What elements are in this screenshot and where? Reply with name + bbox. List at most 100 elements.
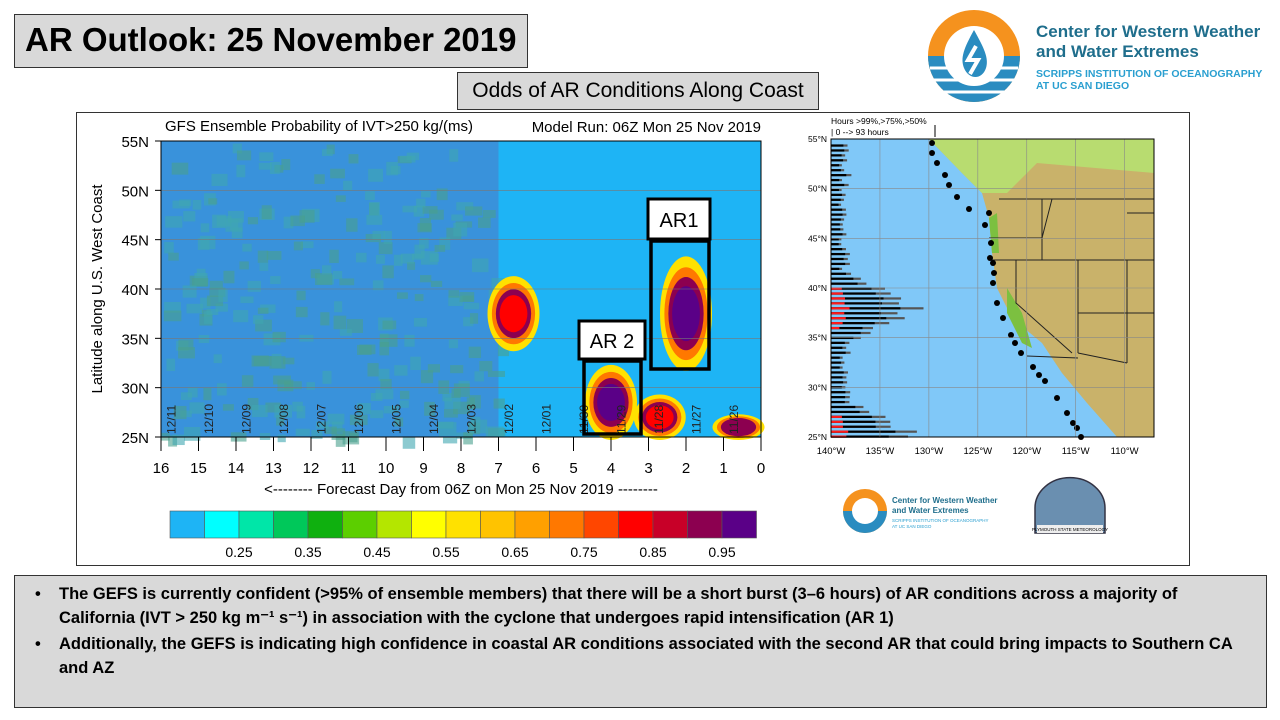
coast-point: [990, 280, 996, 286]
date-label: 12/09: [239, 404, 253, 434]
coast-point: [929, 140, 935, 146]
cw3e-small-logo-icon: [852, 498, 878, 524]
heat-cell: [442, 436, 458, 444]
colorbar-swatch: [583, 510, 619, 539]
map-border: [830, 138, 1155, 438]
heat-cell: [165, 216, 183, 228]
x-tick-label: 10: [378, 460, 395, 477]
heat-cell: [251, 404, 268, 418]
heat-cell: [419, 238, 429, 249]
coast-point: [1012, 340, 1018, 346]
heat-cell: [469, 313, 479, 324]
hours-bar-75: [831, 238, 839, 241]
heat-cell: [265, 402, 281, 413]
hours-bar-75: [831, 410, 860, 414]
heat-cell: [451, 388, 461, 398]
hours-bar-75: [831, 302, 882, 305]
coast-point: [966, 206, 972, 212]
heat-cell: [178, 347, 195, 359]
hours-bar-75: [831, 213, 843, 216]
coast-point: [994, 300, 1000, 306]
cw3e-logo-icon: [928, 10, 1020, 102]
hours-bar-75: [831, 391, 846, 394]
map-x-label: 120°W: [1012, 446, 1041, 457]
heat-cell: [493, 398, 505, 409]
heat-cell: [369, 201, 380, 216]
ar2-label: AR 2: [590, 331, 634, 353]
small-logo-line3: SCRIPPS INSTITUTION OF OCEANOGRAPHY: [892, 518, 989, 523]
colorbar-label: 0.65: [501, 544, 528, 560]
heat-cell: [277, 434, 286, 443]
heat-cell: [327, 413, 345, 425]
hours-bar-75: [831, 322, 875, 325]
heat-cell: [253, 356, 272, 366]
heat-cell: [410, 356, 421, 370]
hours-bar-75: [831, 430, 896, 433]
x-tick-label: 9: [419, 460, 427, 477]
heat-cell: [173, 405, 187, 420]
colorbar-label: 0.75: [570, 544, 597, 560]
heat-cell: [367, 363, 379, 377]
heat-cell: [402, 205, 418, 213]
date-label: 12/11: [164, 405, 178, 434]
hours-bar-75: [831, 351, 846, 354]
colorbar-swatch: [376, 510, 412, 539]
heat-cell: [497, 343, 510, 357]
heat-cell: [451, 214, 463, 221]
heat-cell: [198, 335, 210, 343]
plymouth-state-text: PLYMOUTH STATE METEOROLOGY: [1032, 527, 1108, 532]
heat-cell: [380, 378, 392, 390]
cw3e-logo: Center for Western Weather and Water Extr…: [924, 8, 1274, 104]
heat-cell: [406, 152, 420, 161]
heat-cell: [266, 251, 282, 260]
state-borders: [989, 198, 1154, 364]
heat-cell: [463, 302, 480, 310]
hours-bar-75: [831, 243, 839, 246]
hours-bar-75: [831, 248, 843, 251]
heat-cell: [434, 244, 446, 252]
heat-cell: [270, 161, 280, 174]
heat-cell: [400, 253, 415, 264]
heat-cell: [281, 159, 291, 171]
heat-cell: [330, 168, 345, 179]
hours-bar-75: [831, 178, 840, 182]
date-label: 11/29: [614, 405, 628, 434]
y-tick-label: 55N: [121, 134, 149, 151]
heat-cell: [164, 241, 174, 254]
coast-point: [934, 160, 940, 166]
coast-point: [1008, 332, 1014, 338]
heat-cell: [463, 317, 474, 327]
heat-cell: [474, 371, 485, 382]
heat-cell: [379, 342, 390, 356]
heat-cell: [357, 402, 371, 415]
heat-cell: [356, 252, 367, 263]
hours-bar-75: [831, 297, 884, 300]
heat-cell: [203, 387, 212, 401]
colorbar-swatch: [342, 510, 378, 539]
hours-bar-75: [831, 371, 844, 374]
hours-bar-75: [831, 361, 842, 364]
heat-cell: [394, 417, 404, 427]
coast-point: [1030, 364, 1036, 370]
ar2-box: [582, 359, 643, 436]
heat-cell: [420, 370, 434, 384]
map-legend-range: | 0 --> 93 hours: [831, 127, 889, 137]
heat-cell: [229, 219, 239, 231]
hours-bar-99: [831, 430, 849, 433]
hours-bar-75: [831, 405, 856, 409]
heat-cell: [163, 310, 182, 322]
heat-cell: [382, 265, 394, 279]
hours-bar-99: [831, 425, 843, 428]
x-tick-label: 15: [190, 460, 207, 477]
ar1-label: AR1: [660, 210, 699, 232]
y-tick-label: 40N: [121, 282, 149, 299]
x-tick-label: 2: [682, 460, 690, 477]
heat-cell: [200, 223, 210, 233]
heat-cell: [332, 271, 343, 279]
heat-cell: [283, 216, 294, 229]
heat-cell: [366, 214, 383, 225]
hours-bar-75: [831, 312, 881, 315]
heat-cell: [222, 404, 234, 411]
heat-cell: [211, 173, 228, 187]
hours-bar-75: [831, 420, 876, 423]
